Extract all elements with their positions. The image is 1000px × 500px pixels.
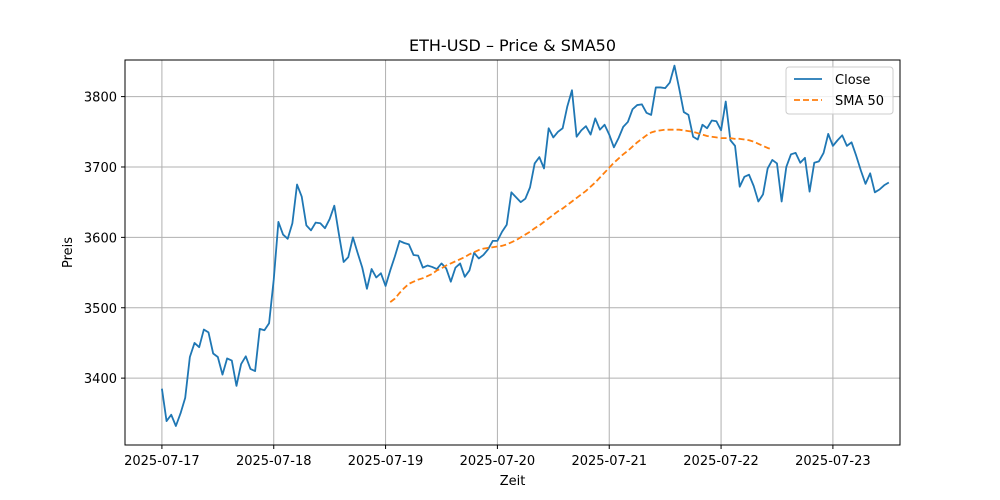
y-tick-label: 3800 xyxy=(84,91,117,106)
x-tick-label: 2025-07-23 xyxy=(795,454,871,469)
legend-label-sma50: SMA 50 xyxy=(835,94,884,109)
grid xyxy=(125,60,900,445)
x-tick-label: 2025-07-17 xyxy=(124,454,200,469)
x-tick-label: 2025-07-22 xyxy=(683,454,759,469)
series-line-sma50 xyxy=(389,128,773,303)
plot-frame xyxy=(124,59,901,446)
x-axis-label: Zeit xyxy=(500,474,526,489)
y-tick-label: 3600 xyxy=(84,231,117,246)
legend: Close SMA 50 xyxy=(785,66,894,115)
chart-title: ETH-USD – Price & SMA50 xyxy=(409,36,616,55)
y-tick-label: 3500 xyxy=(84,302,117,317)
y-axis-label: Preis xyxy=(61,237,76,268)
ticks: 2025-07-17 2025-07-18 2025-07-19 2025-07-20… xyxy=(84,91,871,469)
x-tick-label: 2025-07-21 xyxy=(571,454,647,469)
x-tick-label: 2025-07-20 xyxy=(460,454,536,469)
y-tick-label: 3400 xyxy=(84,372,117,387)
series-layer xyxy=(161,64,890,427)
y-tick-label: 3700 xyxy=(84,161,117,176)
series-line-close xyxy=(161,64,890,427)
legend-label-close: Close xyxy=(835,73,870,88)
x-tick-label: 2025-07-18 xyxy=(236,454,312,469)
x-tick-label: 2025-07-19 xyxy=(348,454,424,469)
